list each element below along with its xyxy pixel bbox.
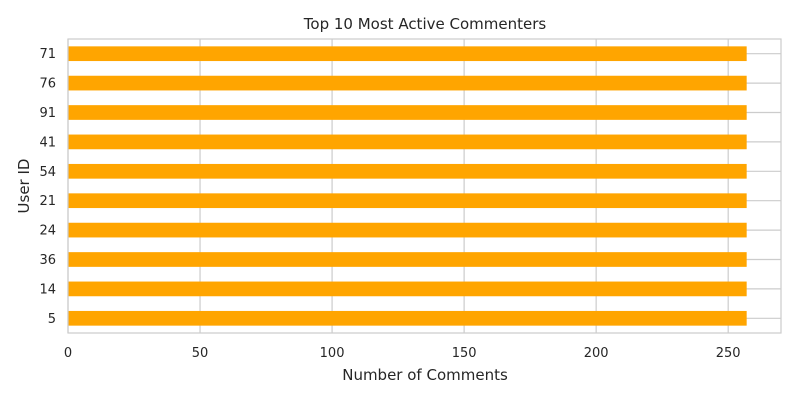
plot-frame (67, 38, 782, 334)
bar-user-71 (68, 46, 747, 62)
x-ticks: 0 50 100 150 200 250 (64, 346, 741, 361)
x-tick-label: 0 (64, 346, 72, 361)
y-tick-label: 54 (39, 165, 56, 180)
bar-user-14 (68, 281, 747, 297)
bar-user-91 (68, 105, 747, 120)
x-tick-label: 150 (452, 346, 477, 361)
y-tick-label: 91 (39, 106, 56, 121)
y-tick-label: 24 (39, 224, 56, 239)
bar-user-21 (68, 193, 747, 209)
x-axis-label: Number of Comments (342, 366, 508, 384)
chart-title: Top 10 Most Active Commenters (303, 15, 547, 33)
y-tick-label: 36 (39, 253, 56, 268)
bar-user-54 (68, 163, 747, 179)
bar-user-41 (68, 134, 747, 150)
x-tick-label: 100 (320, 346, 345, 361)
y-tick-label: 41 (39, 135, 56, 150)
bar-user-36 (68, 252, 747, 267)
bar-user-5 (68, 310, 747, 326)
bars (68, 46, 747, 326)
bar-user-76 (68, 75, 747, 91)
x-tick-label: 250 (716, 346, 741, 361)
y-ticks: 71 76 91 41 54 21 24 36 14 5 (39, 47, 56, 327)
y-tick-label: 76 (39, 77, 56, 92)
bar-user-24 (68, 222, 747, 238)
y-tick-label: 21 (39, 194, 56, 209)
x-tick-label: 200 (584, 346, 609, 361)
y-tick-label: 14 (39, 282, 56, 297)
y-axis-label: User ID (15, 159, 33, 214)
y-tick-label: 5 (48, 312, 56, 327)
x-tick-label: 50 (192, 346, 209, 361)
y-tick-label: 71 (39, 47, 56, 62)
